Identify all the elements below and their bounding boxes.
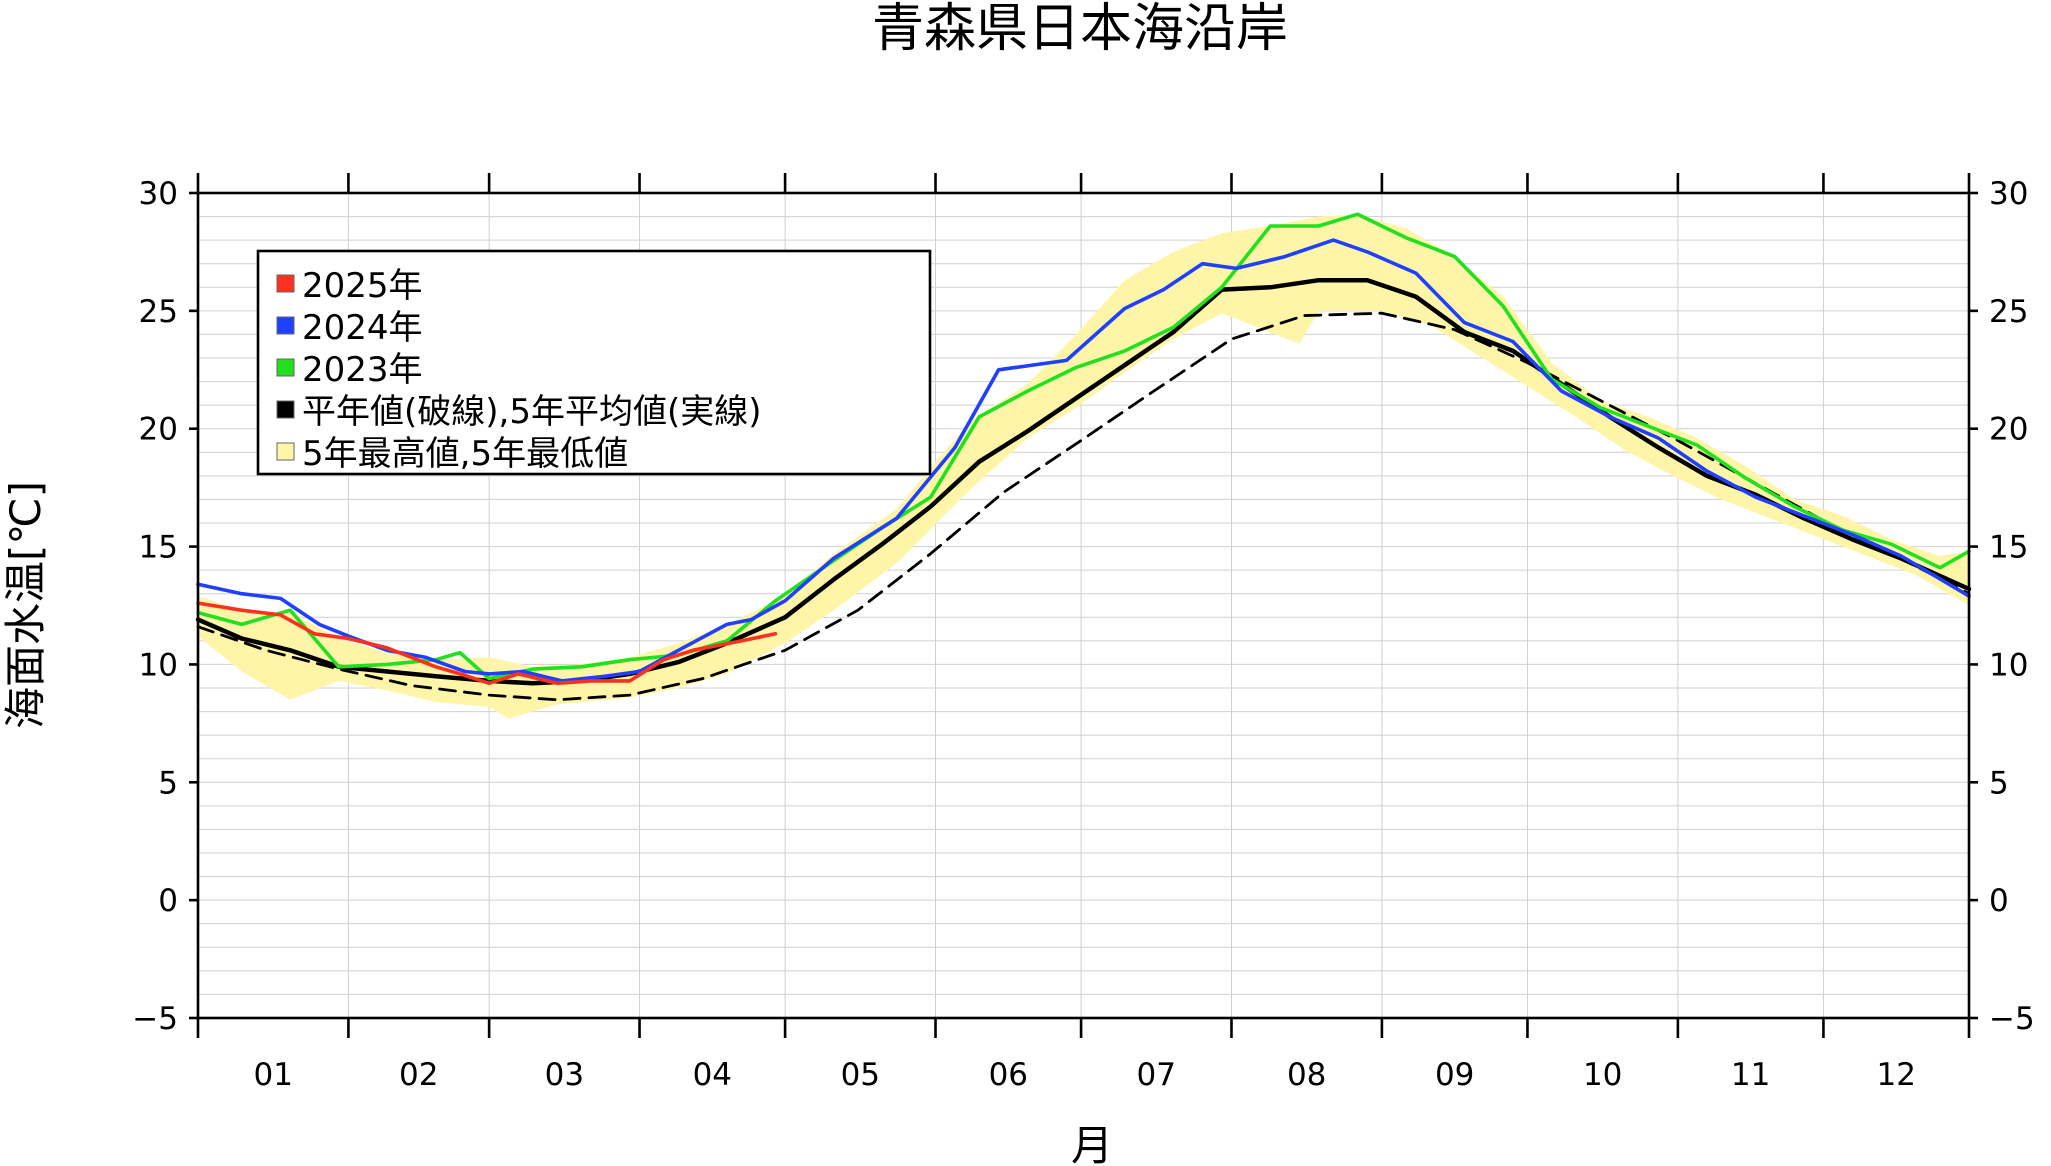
y-tick-label-left: 0	[158, 883, 178, 919]
y-tick-label-right: 0	[1989, 883, 2009, 919]
y-tick-label-left: 20	[139, 412, 178, 448]
y-tick-label-right: 20	[1989, 412, 2028, 448]
legend-swatch-normal	[276, 400, 295, 419]
legend: 2025年 2024年 2023年 平年値(破線),5年平均値(実線) 5年最高…	[256, 249, 932, 476]
line-5yr-mean	[195, 277, 1972, 686]
line-2025	[196, 601, 778, 686]
legend-frame	[256, 249, 932, 476]
plot-frame	[196, 191, 1971, 1020]
legend-label-2024: 2024年	[302, 308, 423, 348]
x-tick-label: 10	[1583, 1057, 1622, 1093]
y-tick-label-right: 15	[1989, 530, 2028, 566]
legend-label-2023: 2023年	[302, 350, 423, 390]
line-2023	[196, 212, 1971, 681]
x-tick-label: 04	[693, 1057, 732, 1093]
y-tick-label-left: −5	[132, 1001, 178, 1037]
x-tick-label: 07	[1137, 1057, 1176, 1093]
legend-swatch-2025	[276, 274, 295, 293]
chart-title: 青森県日本海沿岸	[872, 0, 1288, 59]
legend-label-range: 5年最高値,5年最低値	[302, 434, 628, 474]
series-lines	[195, 212, 1972, 702]
x-axis-label: 月	[1071, 1121, 1113, 1166]
legend-swatch-2023	[276, 358, 295, 377]
x-tick-label: 06	[989, 1057, 1028, 1093]
y-tick-label-left: 10	[139, 647, 178, 683]
line-2024	[196, 238, 1971, 683]
y-tick-label-right: 25	[1989, 294, 2028, 330]
x-tick-label: 02	[399, 1057, 438, 1093]
y-axis-label: 海面水温[℃]	[1, 481, 50, 729]
legend-swatch-range	[276, 442, 295, 461]
y-tick-label-right: −5	[1989, 1001, 2035, 1037]
x-tick-label: 08	[1287, 1057, 1326, 1093]
y-tick-label-left: 15	[139, 530, 178, 566]
x-tick-label: 09	[1435, 1057, 1474, 1093]
y-tick-label-right: 10	[1989, 647, 2028, 683]
y-tick-label-left: 25	[139, 294, 178, 330]
legend-label-2025: 2025年	[302, 266, 423, 306]
line-normal	[196, 311, 1971, 702]
grid	[197, 192, 1970, 1019]
x-tick-label: 11	[1731, 1057, 1770, 1093]
x-tick-label: 01	[253, 1057, 292, 1093]
legend-swatch-2024	[276, 316, 295, 335]
y-tick-label-right: 5	[1989, 765, 2009, 801]
legend-label-normal: 平年値(破線),5年平均値(実線)	[302, 392, 762, 432]
x-tick-label: 03	[545, 1057, 584, 1093]
x-tick-label: 12	[1876, 1057, 1915, 1093]
y-tick-label-right: 30	[1989, 176, 2028, 212]
y-tick-label-left: 30	[139, 176, 178, 212]
y-tick-label-left: 5	[158, 765, 178, 801]
x-tick-label: 05	[841, 1057, 880, 1093]
